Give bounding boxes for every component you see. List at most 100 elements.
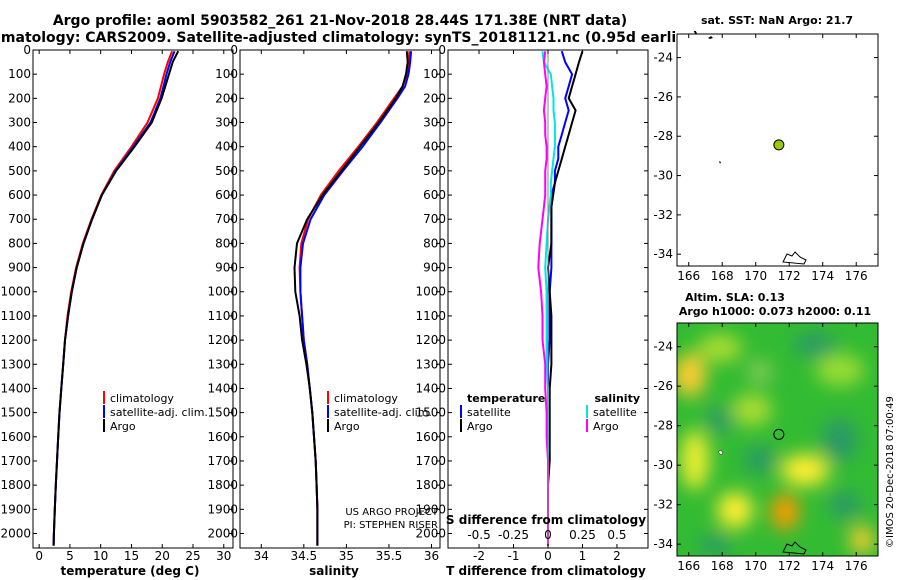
depth-tick-label: 600 bbox=[215, 188, 238, 202]
temperature-panel-frame bbox=[32, 49, 234, 549]
depth-tick-label: 700 bbox=[8, 212, 31, 226]
temperature-axis-label: temperature (deg C) bbox=[61, 564, 200, 578]
map-y-tick-label: -34 bbox=[653, 247, 673, 261]
depth-tick-label: 1000 bbox=[207, 285, 238, 299]
depth-tick-label: 600 bbox=[8, 188, 31, 202]
depth-tick-label: 1500 bbox=[415, 406, 446, 420]
figure-title-line2: Climatology: CARS2009. Satellite-adjuste… bbox=[0, 30, 699, 46]
legend-satellite-label: satellite-adj. clim. bbox=[110, 406, 208, 419]
depth-tick-label: 1300 bbox=[0, 357, 31, 371]
difference-salinity-legend: salinity satellite Argo bbox=[586, 392, 640, 433]
map-x-tick-label: 174 bbox=[811, 559, 834, 573]
map-x-tick-label: 168 bbox=[711, 269, 734, 283]
depth-tick-label: 1100 bbox=[415, 309, 446, 323]
series-line-temperature-argo bbox=[546, 50, 584, 546]
legend-satellite-label: satellite-adj. clim. bbox=[334, 406, 432, 419]
depth-tick-label: 1700 bbox=[207, 454, 238, 468]
depth-tick-label: 400 bbox=[215, 140, 238, 154]
sst-map-title: sat. SST: NaN Argo: 21.7 bbox=[701, 14, 853, 27]
series-line-salinity-argo bbox=[537, 51, 549, 546]
depth-tick-label: 300 bbox=[423, 116, 446, 130]
map-x-tick-label: 176 bbox=[845, 269, 868, 283]
map-x-tick-label: 172 bbox=[778, 559, 801, 573]
map-y-tick-label: -24 bbox=[653, 51, 673, 65]
sla-map-points bbox=[773, 428, 785, 440]
depth-tick-label: 1400 bbox=[0, 381, 31, 395]
depth-tick-label: 1100 bbox=[0, 309, 31, 323]
map-y-tick-label: -24 bbox=[653, 340, 673, 354]
x-tick-label: 0 bbox=[544, 549, 552, 563]
sla-map-frame bbox=[676, 322, 879, 557]
x-tick-label: -1 bbox=[508, 549, 520, 563]
depth-tick-label: 1500 bbox=[207, 406, 238, 420]
map-y-tick-label: -26 bbox=[653, 90, 673, 104]
x-tick-label: 2 bbox=[613, 549, 621, 563]
depth-tick-label: 1100 bbox=[207, 309, 238, 323]
salinity-plot-area bbox=[293, 51, 413, 546]
depth-tick-label: 1700 bbox=[0, 454, 31, 468]
depth-tick-label: 1700 bbox=[415, 454, 446, 468]
legend-salinity-title: salinity bbox=[594, 392, 640, 405]
temperature-plot-area bbox=[52, 50, 180, 546]
depth-tick-label: 1900 bbox=[207, 502, 238, 516]
depth-tick-label: 500 bbox=[423, 164, 446, 178]
depth-tick-label: 200 bbox=[423, 91, 446, 105]
depth-tick-label: 0 bbox=[438, 43, 446, 57]
map-y-tick-label: -30 bbox=[653, 458, 673, 472]
depth-tick-label: 1200 bbox=[207, 333, 238, 347]
depth-tick-label: 1800 bbox=[415, 478, 446, 492]
salinity-panel-frame bbox=[239, 49, 441, 549]
depth-tick-label: 1400 bbox=[207, 381, 238, 395]
depth-tick-label: 1800 bbox=[207, 478, 238, 492]
depth-tick-label: 1500 bbox=[0, 406, 31, 420]
s-difference-axis: -0.5 -0.25 0 0.25 0.5 bbox=[467, 528, 626, 542]
legend-climatology-label: climatology bbox=[110, 392, 174, 405]
depth-tick-label: 0 bbox=[23, 43, 31, 57]
x-tick-label: 10 bbox=[93, 549, 108, 563]
sla-map-title-line2: Argo h1000: 0.073 h2000: 0.11 bbox=[679, 305, 871, 318]
temperature-x-axis: 0 5 10 15 20 25 30 bbox=[35, 50, 231, 563]
depth-tick-label: 1200 bbox=[415, 333, 446, 347]
depth-axis: 0 0 0 100 100 100 200 200 200 300 300 300 400 400 400 5… bbox=[0, 43, 648, 540]
x-tick-label: 0 bbox=[35, 549, 43, 563]
x-tick-label: 20 bbox=[155, 549, 170, 563]
map-y-tick-label: -32 bbox=[653, 498, 673, 512]
x-tick-label: 1 bbox=[579, 549, 587, 563]
map-x-tick-label: 174 bbox=[811, 269, 834, 283]
salinity-axis-label: salinity bbox=[309, 564, 359, 578]
x-tick-label: 30 bbox=[216, 549, 231, 563]
series-line-argo bbox=[293, 51, 409, 546]
pi-credit: PI: STEPHEN RISER bbox=[344, 520, 438, 531]
depth-tick-label: 2000 bbox=[415, 526, 446, 540]
figure-title-line1: Argo profile: aoml 5903582_261 21-Nov-20… bbox=[53, 13, 627, 29]
float-position-marker bbox=[773, 139, 785, 151]
sst-coastline bbox=[708, 36, 807, 265]
temperature-legend: climatology satellite-adj. clim. Argo bbox=[103, 391, 208, 433]
depth-tick-label: 500 bbox=[8, 164, 31, 178]
s-difference-tick-label: -0.5 bbox=[467, 528, 490, 542]
depth-tick-label: 100 bbox=[215, 67, 238, 81]
difference-plot-area bbox=[537, 50, 584, 548]
depth-tick-label: 600 bbox=[423, 188, 446, 202]
sst-map-points bbox=[773, 139, 785, 151]
x-tick-label: 15 bbox=[124, 549, 139, 563]
s-difference-tick-label: 0.25 bbox=[569, 528, 596, 542]
depth-tick-label: 0 bbox=[230, 43, 238, 57]
legend-temperature-title: temperature bbox=[467, 392, 545, 405]
map-x-tick-label: 166 bbox=[677, 269, 700, 283]
depth-tick-label: 400 bbox=[8, 140, 31, 154]
salinity-x-axis: 34 34.5 35 35.5 36 bbox=[254, 50, 439, 563]
legend-climatology-label: climatology bbox=[334, 392, 398, 405]
imos-credit: ©IMOS 20-Dec-2018 07:00:49 bbox=[885, 396, 896, 548]
depth-tick-label: 1000 bbox=[415, 285, 446, 299]
sla-map-title-line1: Altim. SLA: 0.13 bbox=[685, 291, 785, 304]
x-tick-label: 35 bbox=[339, 549, 354, 563]
legend-t-argo-label: Argo bbox=[467, 420, 493, 433]
depth-tick-label: 100 bbox=[423, 67, 446, 81]
depth-tick-label: 1600 bbox=[415, 430, 446, 444]
depth-tick-label: 1000 bbox=[0, 285, 31, 299]
depth-tick-label: 300 bbox=[215, 116, 238, 130]
legend-t-satellite-label: satellite bbox=[467, 406, 511, 419]
sst-map-axes: 166 168 170 172 174 176 -24 -26 -28 -30 -32 -34 bbox=[653, 34, 878, 283]
